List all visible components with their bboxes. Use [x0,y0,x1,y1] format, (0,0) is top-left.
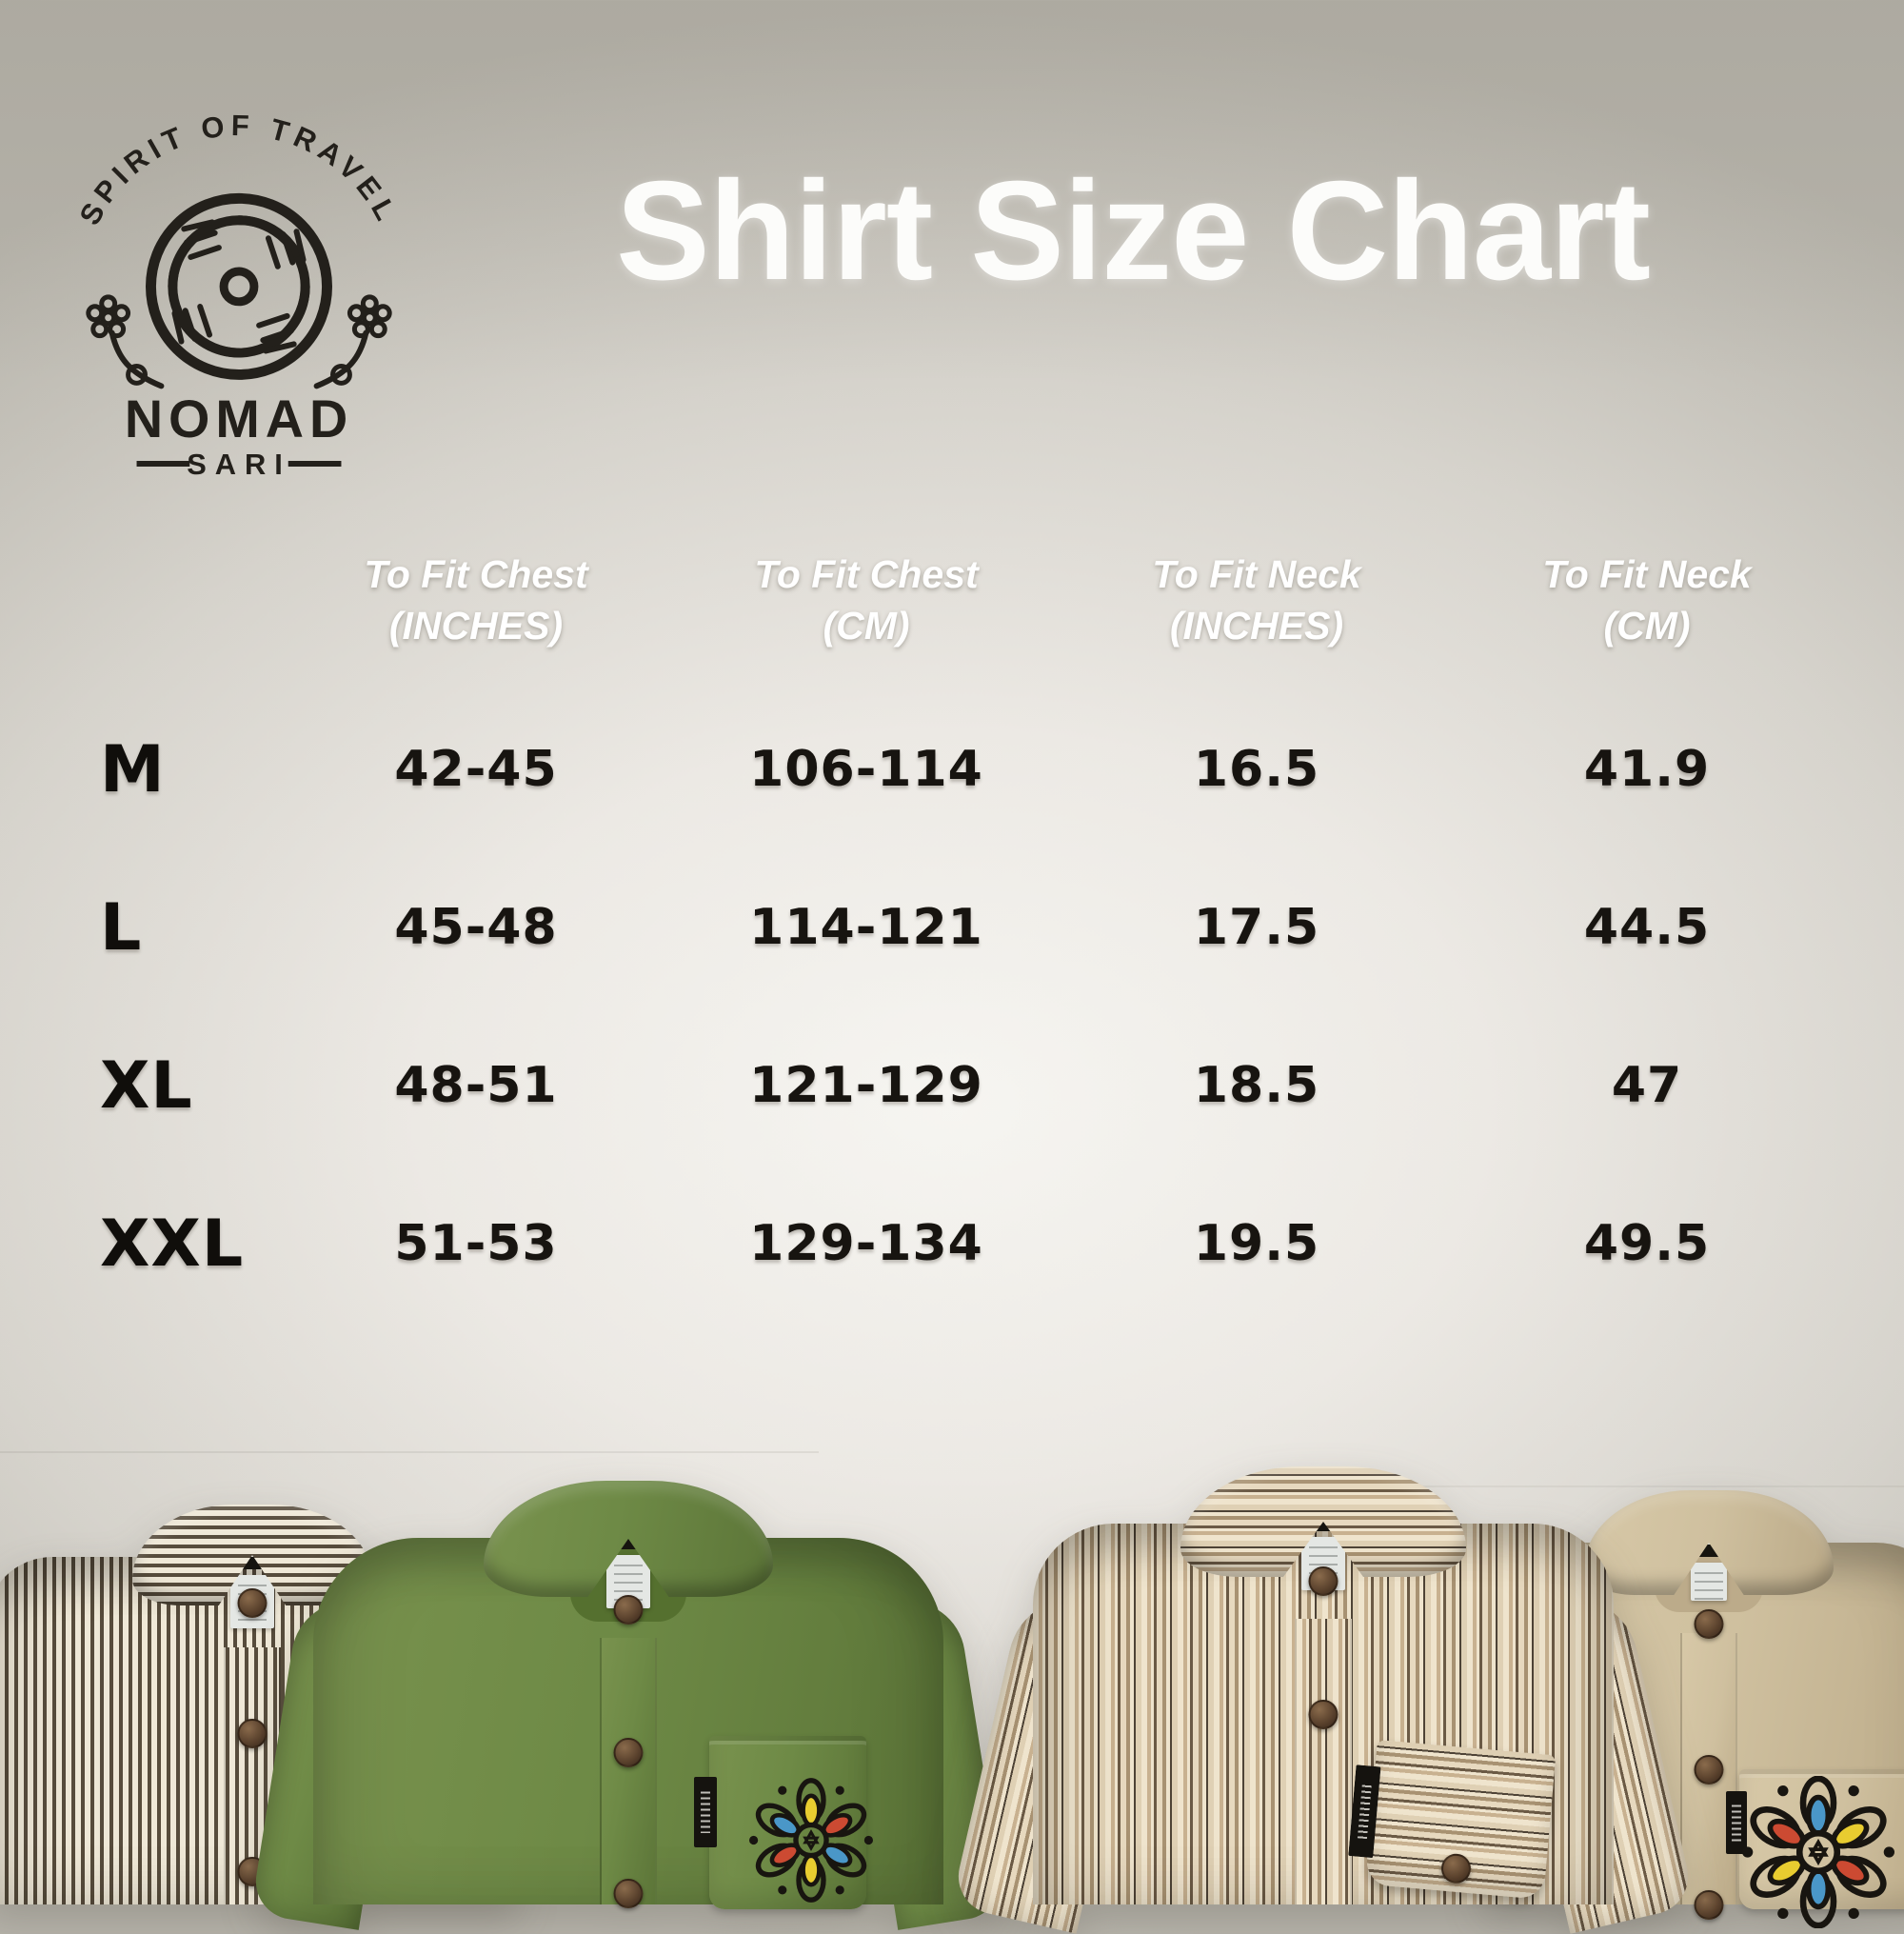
size-row-label: M [100,731,166,807]
shirt-button [1694,1755,1724,1784]
size-row-label: XXL [100,1206,245,1282]
shirt-button [237,1588,268,1618]
button-placket [1295,1619,1352,1904]
table-cell: 106-114 [749,741,983,798]
flower-ornament-right-icon [313,294,392,389]
shirt-photo-row [0,1447,1904,1934]
nomad-sari-woven-knot-logo: SPIRIT OF TRAVEL [72,109,405,481]
shirt-button [613,1738,644,1767]
table-cell: 18.5 [1193,1057,1320,1114]
shirt-button [1308,1566,1339,1596]
shirt-button [1439,1852,1473,1885]
table-cell: 114-121 [749,899,983,956]
mandala-flower-embroidery-icon [1742,1776,1894,1928]
table-cell: 17.5 [1193,899,1320,956]
table-cell: 49.5 [1583,1215,1711,1272]
table-cell: 44.5 [1583,899,1711,956]
column-header-chest-inches: To Fit Chest (INCHES) [364,551,588,648]
column-header-neck-cm: To Fit Neck (CM) [1542,551,1752,648]
size-row-label: XL [100,1047,193,1124]
table-cell: 51-53 [394,1215,558,1272]
table-cell: 41.9 [1583,741,1711,798]
table-cell: 45-48 [394,899,558,956]
button-placket [600,1638,657,1904]
table-cell: 129-134 [749,1215,983,1272]
table-cell: 42-45 [394,741,558,798]
mandala-flower-embroidery-icon [749,1778,873,1903]
header-spacer [57,509,286,690]
size-table: To Fit Chest (INCHES) To Fit Chest (CM) … [57,509,1847,1323]
shirt-button [1694,1609,1724,1639]
shirt-button [237,1719,268,1748]
brand-name: NOMAD [125,389,353,449]
svg-text:SPIRIT OF TRAVEL: SPIRIT OF TRAVEL [72,109,405,230]
size-row-label: L [100,889,143,966]
care-label [1691,1563,1727,1601]
brand-logo: SPIRIT OF TRAVEL [50,53,428,484]
striped-taupe-shirt [950,1466,1696,1934]
table-cell: 16.5 [1193,741,1320,798]
brand-subname: SARI [187,448,290,481]
pocket-tag [1726,1791,1747,1854]
logo-arc-tagline: SPIRIT OF TRAVEL [72,109,399,230]
pocket-flap [1348,1740,1557,1900]
shirt-button [613,1879,644,1908]
shirt-button [1308,1700,1339,1729]
table-cell: 19.5 [1193,1215,1320,1272]
shirt-button [613,1595,644,1625]
column-header-chest-cm: To Fit Chest (CM) [754,551,979,648]
green-shirt [250,1481,1006,1930]
wall-seam [0,1451,819,1453]
flower-ornament-left-icon [86,294,165,389]
shirt-button [1694,1890,1724,1920]
page-title: Shirt Size Chart [616,152,1651,309]
table-cell: 48-51 [394,1057,558,1114]
table-cell: 47 [1611,1057,1683,1114]
column-header-neck-inches: To Fit Neck (INCHES) [1152,551,1361,648]
table-cell: 121-129 [749,1057,983,1114]
pocket-tag [694,1777,717,1847]
wall-seam [1314,1485,1904,1487]
woven-knot-icon [145,192,333,380]
